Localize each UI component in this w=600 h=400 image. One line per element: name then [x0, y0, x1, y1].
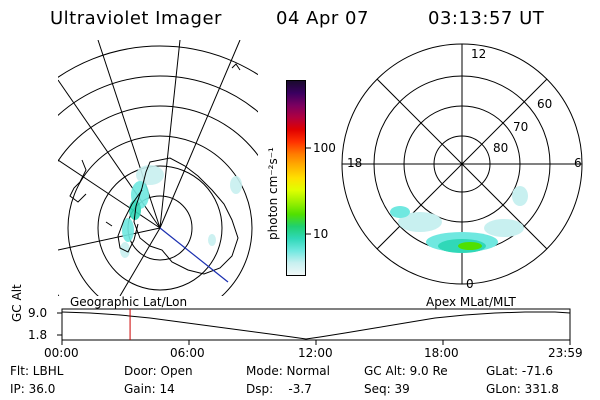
meridian-line — [119, 227, 161, 296]
colorbar-tick: 10 — [313, 227, 329, 241]
ip-status: IP: 36.0 — [10, 382, 56, 396]
gc-alt-status: GC Alt: 9.0 Re — [364, 364, 448, 378]
mlt-hour-label: 0 — [466, 277, 474, 291]
glon-status: GLon: 331.8 — [486, 382, 559, 396]
door-status: Door: Open — [124, 364, 193, 378]
colorbar — [286, 80, 306, 276]
mlat-label: 60 — [537, 97, 553, 111]
meridian-line — [159, 40, 241, 229]
seq-status: Seq: 39 — [364, 382, 410, 396]
auroral-oval-emission — [390, 186, 528, 253]
mlat-label: 70 — [513, 120, 529, 134]
mlt-map-caption: Apex MLat/MLT — [426, 295, 516, 309]
mlat-label: 80 — [493, 141, 509, 155]
meridian-line — [58, 227, 161, 251]
timeline-ytick: 1.8 — [28, 328, 48, 342]
glat-status: GLat: -71.6 — [486, 364, 553, 378]
geo-map-caption: Geographic Lat/Lon — [70, 295, 188, 309]
timeline-xtick: 00:00 — [44, 346, 79, 360]
timeline-ytick: 9.0 — [28, 306, 48, 320]
mlt-hour-label: 18 — [347, 156, 363, 170]
timeline-xtick: 23:59 — [548, 346, 583, 360]
date-label: 04 Apr 07 — [276, 8, 369, 29]
island-coastline — [105, 63, 241, 227]
terminator-line — [159, 227, 229, 283]
lat-circle — [58, 105, 258, 296]
timeline-ylabel: GC Alt — [10, 284, 24, 322]
filter-status: Flt: LBHL — [10, 364, 64, 378]
lat-circle — [97, 165, 223, 291]
instrument-title: Ultraviolet Imager — [50, 8, 222, 29]
meridian-line — [159, 40, 181, 229]
dsp-status: Dsp: -3.7 — [246, 382, 312, 396]
timeline-xtick: 12:00 — [298, 346, 333, 360]
lat-circle — [58, 45, 258, 78]
colorbar-gradient — [286, 80, 306, 276]
lat-circle — [58, 75, 258, 117]
south-america-coastline — [69, 159, 87, 203]
timeline-xtick: 06:00 — [170, 346, 205, 360]
antarctica-coastline — [133, 157, 239, 275]
timeline-frame — [61, 308, 571, 341]
gain-status: Gain: 14 — [124, 382, 175, 396]
colorbar-tick: 100 — [313, 141, 336, 155]
meridian-line — [58, 159, 161, 229]
time-label: 03:13:57 UT — [428, 8, 545, 29]
peninsula-coastline — [117, 189, 143, 253]
altitude-curve — [61, 311, 571, 340]
meridian-line — [97, 40, 161, 229]
mlt-hour-label: 12 — [471, 47, 487, 61]
mode-status: Mode: Normal — [246, 364, 330, 378]
lat-circle — [67, 135, 253, 296]
mlt-hour-label: 6 — [574, 156, 582, 170]
timeline-xtick: 18:00 — [424, 346, 459, 360]
